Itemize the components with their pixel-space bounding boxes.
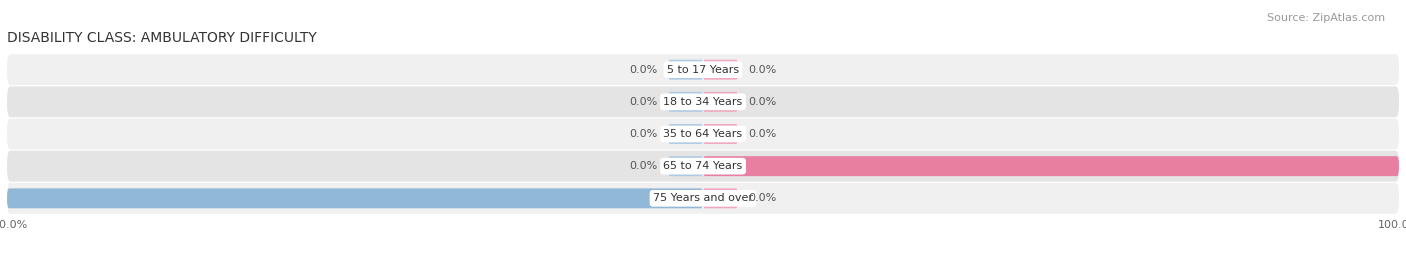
Text: 0.0%: 0.0% xyxy=(630,161,658,171)
Text: 0.0%: 0.0% xyxy=(748,193,776,203)
FancyBboxPatch shape xyxy=(703,124,738,144)
FancyBboxPatch shape xyxy=(668,92,703,112)
Text: 18 to 34 Years: 18 to 34 Years xyxy=(664,97,742,107)
FancyBboxPatch shape xyxy=(7,118,1399,150)
Text: 0.0%: 0.0% xyxy=(748,129,776,139)
FancyBboxPatch shape xyxy=(7,54,1399,85)
FancyBboxPatch shape xyxy=(703,92,738,112)
Text: 0.0%: 0.0% xyxy=(630,97,658,107)
FancyBboxPatch shape xyxy=(668,156,703,176)
Text: 0.0%: 0.0% xyxy=(748,97,776,107)
Text: 35 to 64 Years: 35 to 64 Years xyxy=(664,129,742,139)
FancyBboxPatch shape xyxy=(7,188,703,208)
Text: 5 to 17 Years: 5 to 17 Years xyxy=(666,65,740,75)
FancyBboxPatch shape xyxy=(7,151,1399,182)
FancyBboxPatch shape xyxy=(703,156,1399,176)
Text: Source: ZipAtlas.com: Source: ZipAtlas.com xyxy=(1267,13,1385,23)
FancyBboxPatch shape xyxy=(703,188,738,208)
FancyBboxPatch shape xyxy=(668,124,703,144)
FancyBboxPatch shape xyxy=(703,60,738,80)
FancyBboxPatch shape xyxy=(668,60,703,80)
Text: 0.0%: 0.0% xyxy=(630,65,658,75)
Text: 75 Years and over: 75 Years and over xyxy=(652,193,754,203)
Text: 0.0%: 0.0% xyxy=(748,65,776,75)
FancyBboxPatch shape xyxy=(7,183,1399,214)
FancyBboxPatch shape xyxy=(7,86,1399,117)
Text: 0.0%: 0.0% xyxy=(630,129,658,139)
Text: DISABILITY CLASS: AMBULATORY DIFFICULTY: DISABILITY CLASS: AMBULATORY DIFFICULTY xyxy=(7,31,316,46)
Text: 65 to 74 Years: 65 to 74 Years xyxy=(664,161,742,171)
